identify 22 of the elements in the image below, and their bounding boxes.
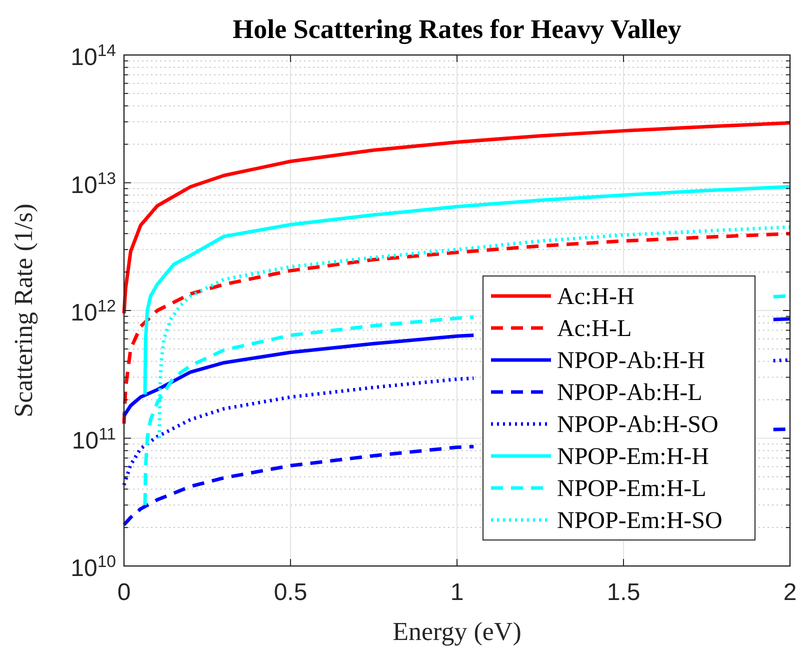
y-tick-label: 10$^{12}$ <box>70 296 116 326</box>
x-tick-label: 1.5 <box>606 579 640 606</box>
x-tick-label: 1 <box>450 579 464 606</box>
y-tick-label: 10$^{11}$ <box>72 424 116 454</box>
line-series <box>122 121 792 316</box>
y-tick-label: 10$^{14}$ <box>70 40 116 71</box>
legend-label: NPOP-Em:H-L <box>557 476 706 502</box>
legend-label: NPOP-Em:H-SO <box>557 508 722 534</box>
x-axis-title: Energy (eV) <box>392 617 522 646</box>
y-axis-title: Scattering Rate (1/s) <box>9 204 38 418</box>
x-tick-label: 2 <box>783 579 797 606</box>
x-tick-label: 0.5 <box>274 579 308 606</box>
legend-label: NPOP-Ab:H-L <box>557 380 702 406</box>
legend-label: NPOP-Em:H-H <box>557 444 710 470</box>
x-tick-label: 0 <box>117 579 131 606</box>
legend-label: NPOP-Ab:H-SO <box>557 412 718 438</box>
y-tick-label: 10$^{13}$ <box>70 168 116 199</box>
y-tick-label: 10$^{10}$ <box>70 552 116 582</box>
legend-label: NPOP-Ab:H-H <box>557 348 706 374</box>
chart-title: Hole Scattering Rates for Heavy Valley <box>232 14 682 44</box>
legend-label: Ac:H-L <box>557 316 632 342</box>
legend-label: Ac:H-H <box>557 284 634 310</box>
